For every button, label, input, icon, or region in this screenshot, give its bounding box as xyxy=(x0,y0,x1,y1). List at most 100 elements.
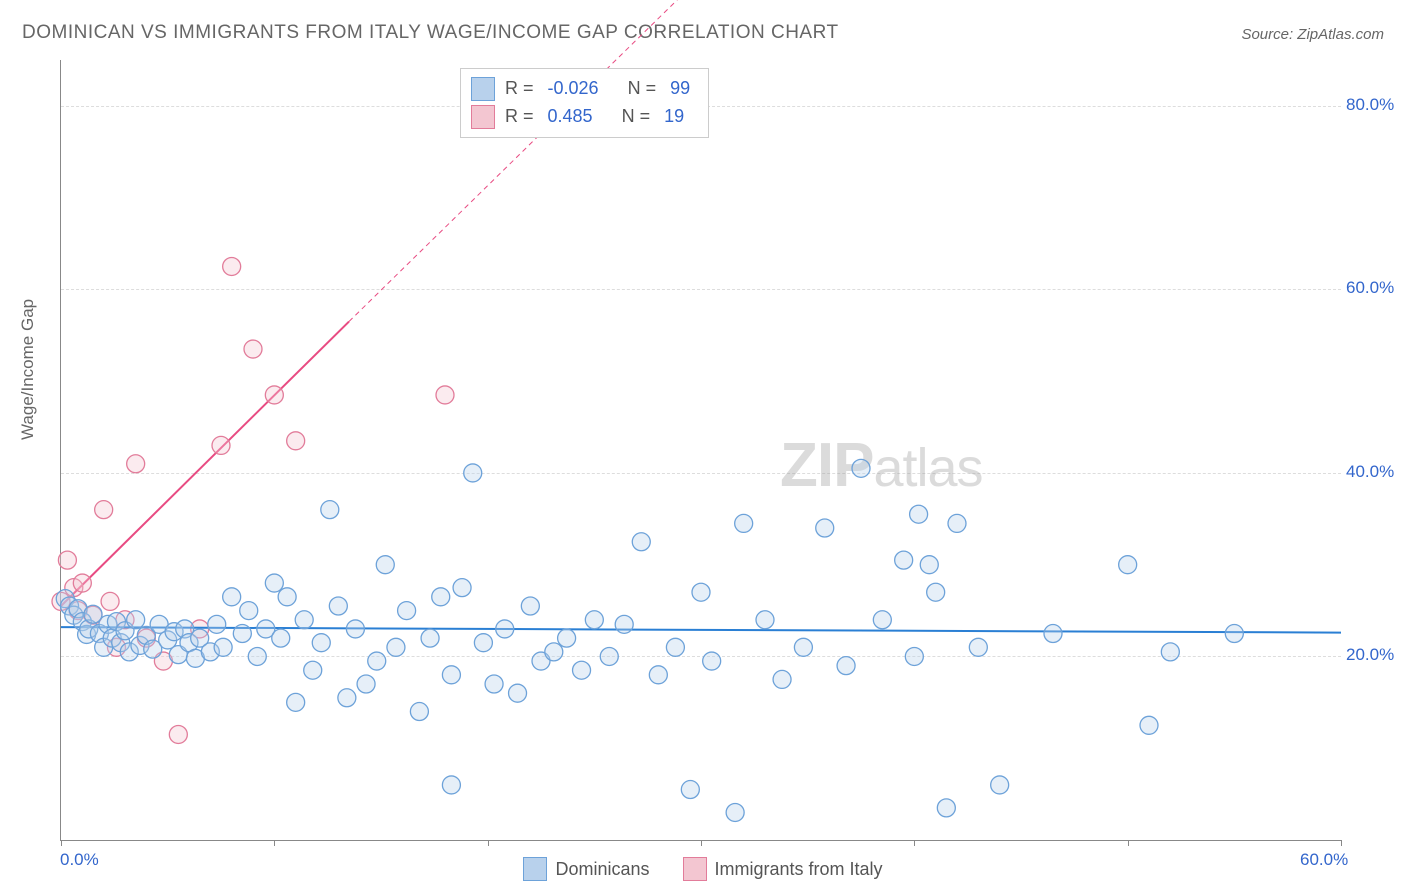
chart-title: DOMINICAN VS IMMIGRANTS FROM ITALY WAGE/… xyxy=(22,22,839,44)
series-legend: Dominicans Immigrants from Italy xyxy=(0,857,1406,886)
data-point-dominicans xyxy=(509,684,527,702)
data-point-dominicans xyxy=(558,629,576,647)
data-point-dominicans xyxy=(816,519,834,537)
legend-row-dominicans: R = -0.026 N = 99 xyxy=(471,75,694,103)
data-point-dominicans xyxy=(948,514,966,532)
data-point-dominicans xyxy=(338,689,356,707)
data-point-dominicans xyxy=(873,611,891,629)
swatch-italy-icon xyxy=(683,857,707,881)
legend-label-dominicans: Dominicans xyxy=(555,859,649,880)
swatch-dominicans-icon xyxy=(523,857,547,881)
data-point-italy xyxy=(265,386,283,404)
data-point-dominicans xyxy=(681,781,699,799)
data-point-dominicans xyxy=(794,638,812,656)
data-point-dominicans xyxy=(233,625,251,643)
data-point-dominicans xyxy=(304,661,322,679)
n-label: N = xyxy=(628,75,657,103)
x-tick xyxy=(914,840,915,846)
x-tick xyxy=(274,840,275,846)
y-tick-label: 20.0% xyxy=(1346,645,1394,665)
data-point-dominicans xyxy=(773,670,791,688)
data-point-dominicans xyxy=(410,703,428,721)
y-axis-title: Wage/Income Gap xyxy=(18,299,38,440)
data-point-italy xyxy=(95,501,113,519)
data-point-dominicans xyxy=(357,675,375,693)
data-point-dominicans xyxy=(927,583,945,601)
data-point-dominicans xyxy=(726,803,744,821)
r-label: R = xyxy=(505,75,534,103)
data-point-dominicans xyxy=(600,647,618,665)
data-point-italy xyxy=(287,432,305,450)
data-point-dominicans xyxy=(295,611,313,629)
data-point-dominicans xyxy=(287,693,305,711)
data-point-dominicans xyxy=(585,611,603,629)
data-point-dominicans xyxy=(223,588,241,606)
data-point-dominicans xyxy=(272,629,290,647)
x-tick xyxy=(701,840,702,846)
legend-row-italy: R = 0.485 N = 19 xyxy=(471,103,694,131)
data-point-dominicans xyxy=(852,459,870,477)
data-point-dominicans xyxy=(895,551,913,569)
data-point-dominicans xyxy=(248,647,266,665)
data-point-dominicans xyxy=(632,533,650,551)
x-tick xyxy=(1128,840,1129,846)
r-value-dominicans: -0.026 xyxy=(544,75,603,103)
r-label: R = xyxy=(505,103,534,131)
data-point-italy xyxy=(58,551,76,569)
data-point-dominicans xyxy=(545,643,563,661)
data-point-dominicans xyxy=(615,615,633,633)
r-value-italy: 0.485 xyxy=(544,103,597,131)
data-point-dominicans xyxy=(1119,556,1137,574)
data-point-dominicans xyxy=(666,638,684,656)
data-point-dominicans xyxy=(432,588,450,606)
data-point-dominicans xyxy=(991,776,1009,794)
data-point-dominicans xyxy=(321,501,339,519)
x-tick xyxy=(1341,840,1342,846)
data-point-dominicans xyxy=(969,638,987,656)
trend-line-dominicans xyxy=(61,627,1341,633)
data-point-italy xyxy=(244,340,262,358)
data-point-dominicans xyxy=(265,574,283,592)
data-point-dominicans xyxy=(521,597,539,615)
data-point-dominicans xyxy=(573,661,591,679)
data-point-italy xyxy=(169,725,187,743)
y-tick-label: 80.0% xyxy=(1346,95,1394,115)
data-point-dominicans xyxy=(1161,643,1179,661)
y-tick-label: 40.0% xyxy=(1346,462,1394,482)
data-point-dominicans xyxy=(703,652,721,670)
swatch-italy-icon xyxy=(471,105,495,129)
n-value-dominicans: 99 xyxy=(666,75,694,103)
x-tick-label: 60.0% xyxy=(1300,850,1348,870)
data-point-dominicans xyxy=(442,666,460,684)
x-tick xyxy=(61,840,62,846)
data-point-dominicans xyxy=(346,620,364,638)
data-point-dominicans xyxy=(312,634,330,652)
x-tick-label: 0.0% xyxy=(60,850,99,870)
data-point-dominicans xyxy=(756,611,774,629)
data-point-dominicans xyxy=(474,634,492,652)
data-point-dominicans xyxy=(692,583,710,601)
trend-line-italy xyxy=(61,322,349,606)
data-point-dominicans xyxy=(496,620,514,638)
legend-item-italy: Immigrants from Italy xyxy=(683,857,883,881)
data-point-dominicans xyxy=(920,556,938,574)
data-point-dominicans xyxy=(240,602,258,620)
data-point-italy xyxy=(212,436,230,454)
scatter-svg xyxy=(61,60,1341,840)
data-point-dominicans xyxy=(329,597,347,615)
data-point-dominicans xyxy=(368,652,386,670)
data-point-dominicans xyxy=(214,638,232,656)
n-value-italy: 19 xyxy=(660,103,688,131)
data-point-dominicans xyxy=(905,647,923,665)
data-point-dominicans xyxy=(387,638,405,656)
data-point-dominicans xyxy=(278,588,296,606)
data-point-dominicans xyxy=(937,799,955,817)
legend-label-italy: Immigrants from Italy xyxy=(715,859,883,880)
data-point-dominicans xyxy=(649,666,667,684)
data-point-italy xyxy=(223,257,241,275)
data-point-dominicans xyxy=(1044,625,1062,643)
data-point-italy xyxy=(436,386,454,404)
data-point-dominicans xyxy=(208,615,226,633)
data-point-dominicans xyxy=(1140,716,1158,734)
x-tick xyxy=(488,840,489,846)
